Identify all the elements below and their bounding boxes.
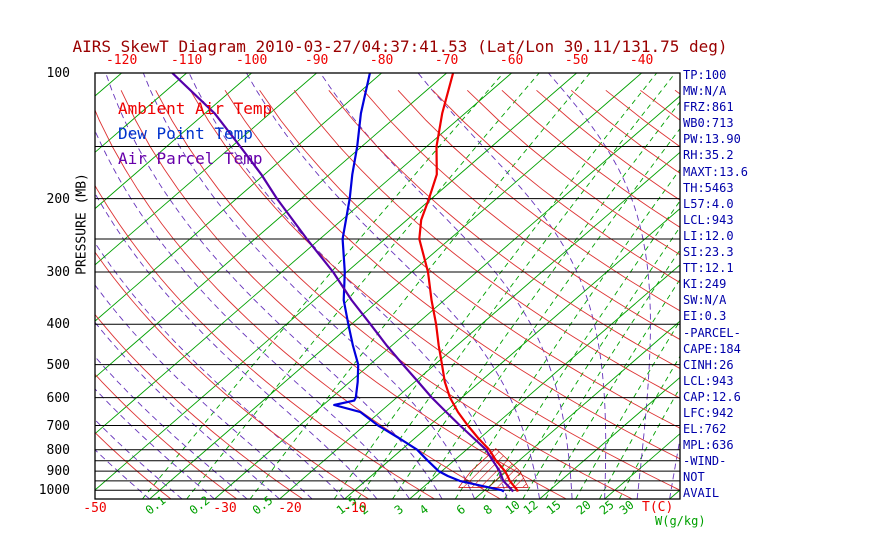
top-temp-label: -50 [564,53,589,68]
panel-line: PW:13.90 [683,132,741,147]
plot-frame [94,72,681,500]
panel-line: NOT [683,470,705,485]
panel-line: TP:100 [683,68,727,82]
panel-line: SI:23.3 [683,245,734,260]
pressure-tick-label: 200 [46,191,70,207]
panel-line: MAXT:13.6 [683,164,749,179]
ambient-temp-curve [418,73,519,492]
panel-line: CAPE:184 [683,341,741,356]
top-temp-label: -120 [105,53,138,68]
panel-line: LI:12.0 [683,228,734,243]
cape-hatch-area [457,448,529,488]
pressure-tick-label: 700 [46,418,70,434]
pressure-tick-label: 100 [46,66,70,81]
top-temp-label: -70 [434,53,459,68]
bottom-temp-label: -10 [343,501,367,516]
panel-line: -PARCEL- [683,325,741,340]
dewpoint-temp-curve [333,73,505,493]
pressure-tick-label: 1000 [38,483,70,499]
legend-dew-point-temp: Dew Point Temp [118,124,253,143]
pressure-tick-label: 600 [46,390,70,406]
top-temp-label: -80 [369,53,394,68]
panel-line: L57:4.0 [683,196,734,211]
panel-line: FRZ:861 [683,100,734,115]
panel-line: LFC:942 [683,405,734,420]
panel-line: -WIND- [683,454,727,469]
panel-line: AVAIL [683,486,720,501]
mixing-unit-label: W(g/kg) [655,514,706,528]
panel-line: SW:N/A [683,293,727,308]
panel-line: LCL:943 [683,373,734,388]
top-temp-label: -110 [170,53,203,68]
panel-line: TT:12.1 [683,261,734,276]
panel-line: MPL:636 [683,438,734,453]
panel-line: CINH:26 [683,357,734,372]
panel-line: MW:N/A [683,84,727,99]
bottom-temp-label: -30 [213,501,237,516]
top-temp-label: -60 [499,53,524,68]
panel-line: EI:0.3 [683,309,727,324]
temp-unit-label: T(C) [642,500,674,515]
bottom-temp-label: -20 [278,501,302,516]
legend-ambient-air-temp: Ambient Air Temp [118,99,273,118]
panel-line: CAP:12.6 [683,389,741,404]
legend: Ambient Air Temp Dew Point Temp Air Parc… [118,96,272,171]
panel-line: WB0:713 [683,116,734,131]
top-temp-label: -90 [304,53,329,68]
top-temp-label: -100 [235,53,268,68]
pressure-tick-label: 400 [46,317,70,333]
bottom-temp-label: -50 [83,501,107,516]
stats-panel: TP:100 MW:N/A FRZ:861 WB0:713 PW:13.90 RH:35.… [683,67,748,502]
legend-air-parcel-temp: Air Parcel Temp [118,149,263,168]
pressure-tick-label: 900 [46,464,70,480]
pressure-tick-label: 300 [46,265,70,281]
chart-title: AIRS SkewT Diagram 2010-03-27/04:37:41.5… [72,37,728,56]
parcel-temp-curve [171,73,514,493]
panel-line: KI:249 [683,277,727,292]
panel-line: LCL:943 [683,212,734,227]
panel-line: TH:5463 [683,180,734,195]
pressure-tick-label: 500 [46,357,70,373]
pressure-tick-label: 800 [46,442,70,458]
panel-line: EL:762 [683,422,727,437]
panel-line: RH:35.2 [683,148,734,163]
top-temp-label: -40 [629,53,654,68]
